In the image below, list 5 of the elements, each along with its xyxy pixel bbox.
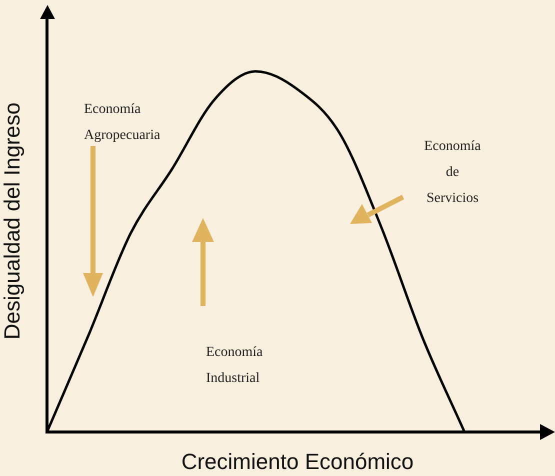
y-axis-title: Desigualdad del Ingreso	[0, 102, 24, 340]
annotation: Economía de Servicios	[423, 138, 482, 208]
annotation: Economía Industrial	[206, 344, 263, 388]
x-axis-title: Crecimiento Económico	[181, 448, 414, 474]
annotation: Economía Agropecuaria	[84, 101, 160, 145]
